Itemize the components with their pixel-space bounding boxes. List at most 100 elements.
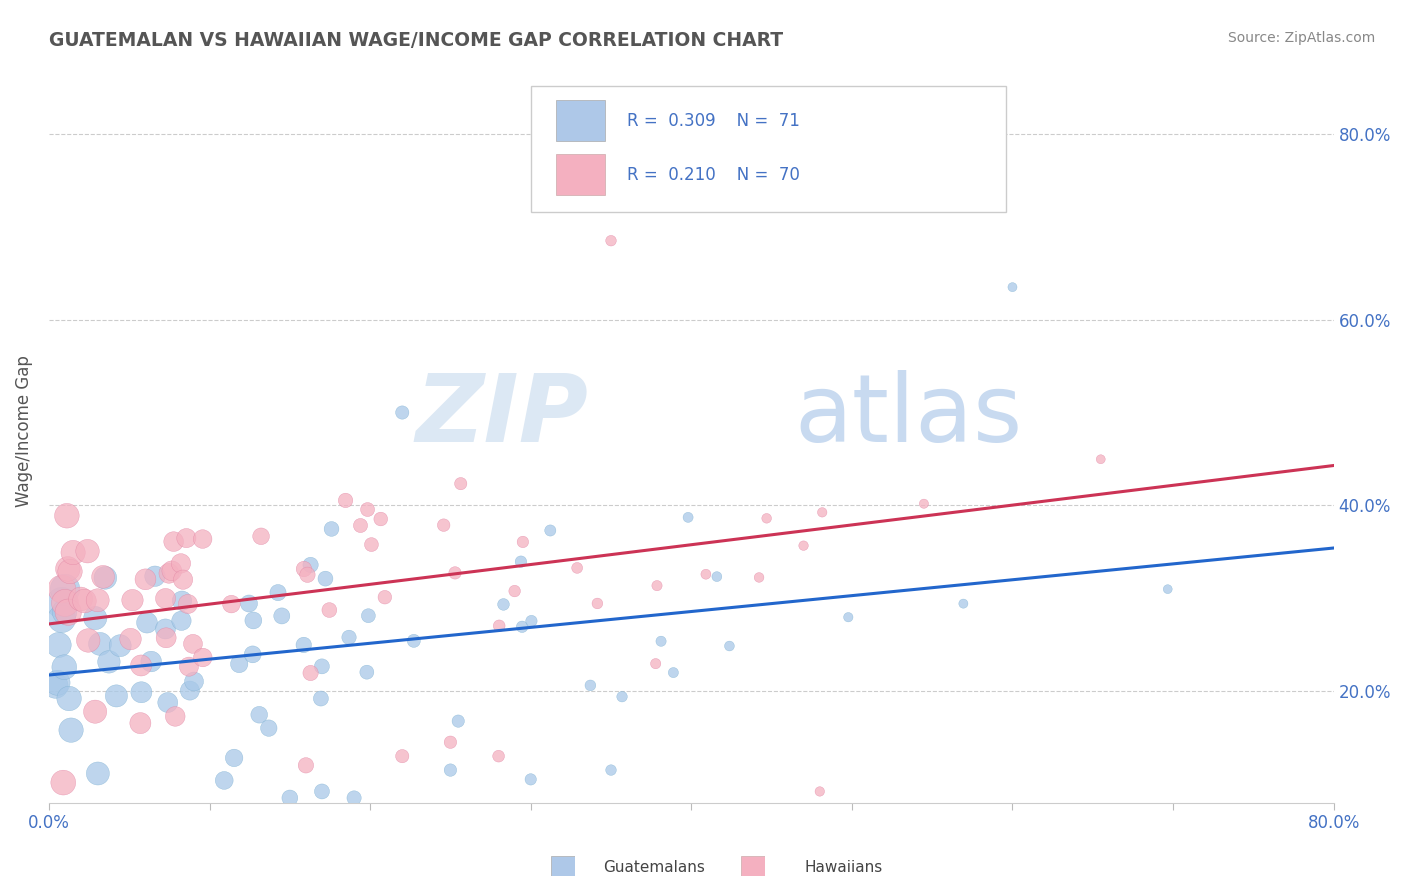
Point: [492, 598, 515, 612]
Point: [131, 685, 153, 699]
Point: [105, 689, 128, 703]
Point: [356, 502, 378, 516]
Point: [97, 655, 120, 669]
Point: [370, 512, 392, 526]
FancyBboxPatch shape: [530, 86, 1007, 212]
Point: [136, 615, 159, 630]
Point: [120, 632, 142, 646]
Point: [292, 562, 315, 576]
Point: [447, 714, 470, 728]
Point: [129, 658, 152, 673]
Y-axis label: Wage/Income Gap: Wage/Income Gap: [15, 355, 32, 507]
Point: [811, 505, 834, 519]
Point: [183, 674, 205, 689]
Point: [793, 539, 815, 553]
Point: [191, 650, 214, 665]
Point: [676, 510, 699, 524]
Point: [579, 678, 602, 692]
Point: [170, 614, 193, 628]
Point: [360, 538, 382, 552]
Point: [58, 691, 80, 706]
Point: [56, 562, 79, 576]
Point: [212, 773, 235, 788]
Point: [155, 631, 177, 645]
Point: [160, 564, 183, 578]
Point: [250, 529, 273, 543]
Point: [808, 784, 831, 798]
Point: [73, 594, 96, 608]
Point: [87, 766, 110, 780]
Point: [444, 566, 467, 580]
Point: [165, 709, 187, 723]
Point: [157, 566, 180, 581]
Point: [343, 791, 366, 805]
Point: [837, 610, 859, 624]
Point: [520, 614, 543, 628]
Point: [121, 593, 143, 607]
Point: [512, 535, 534, 549]
Point: [538, 524, 561, 538]
Point: [84, 705, 107, 719]
Text: R =  0.210    N =  70: R = 0.210 N = 70: [627, 166, 800, 184]
Point: [181, 637, 204, 651]
Point: [191, 532, 214, 546]
Point: [510, 620, 533, 634]
Point: [295, 758, 318, 772]
Point: [488, 749, 510, 764]
Bar: [557, 101, 605, 141]
Point: [53, 660, 76, 674]
Point: [311, 784, 333, 798]
Point: [155, 622, 177, 636]
Text: Source: ZipAtlas.com: Source: ZipAtlas.com: [1227, 31, 1375, 45]
Point: [224, 751, 246, 765]
Point: [143, 569, 166, 583]
Point: [60, 723, 83, 738]
Point: [439, 763, 461, 777]
Point: [600, 763, 623, 777]
Point: [44, 679, 66, 693]
Point: [51, 596, 73, 610]
Point: [134, 572, 156, 586]
Point: [108, 639, 131, 653]
Point: [706, 569, 728, 583]
Point: [238, 597, 260, 611]
Point: [89, 637, 111, 651]
Point: [84, 611, 107, 625]
Point: [565, 561, 588, 575]
Point: [177, 659, 200, 673]
Point: [644, 657, 666, 671]
Point: [53, 605, 76, 619]
Point: [177, 597, 200, 611]
Point: [519, 772, 541, 787]
Point: [645, 579, 668, 593]
Point: [433, 518, 456, 533]
Point: [170, 557, 193, 571]
Point: [349, 518, 371, 533]
Point: [69, 592, 91, 607]
Point: [94, 571, 117, 585]
Point: [337, 631, 360, 645]
Point: [402, 633, 425, 648]
Point: [297, 567, 319, 582]
Point: [247, 707, 270, 722]
Point: [156, 696, 179, 710]
Point: [257, 721, 280, 735]
Point: [718, 639, 741, 653]
Point: [86, 593, 108, 607]
Point: [172, 573, 194, 587]
Point: [391, 749, 413, 764]
Point: [162, 534, 184, 549]
Point: [141, 655, 163, 669]
Point: [309, 691, 332, 706]
Point: [311, 659, 333, 673]
Point: [439, 735, 461, 749]
Point: [374, 591, 396, 605]
Point: [51, 612, 73, 626]
Point: [335, 493, 357, 508]
Point: [267, 585, 290, 599]
Point: [91, 570, 114, 584]
Point: [48, 638, 70, 652]
Point: [176, 531, 198, 545]
Point: [510, 555, 533, 569]
Point: [321, 522, 343, 536]
